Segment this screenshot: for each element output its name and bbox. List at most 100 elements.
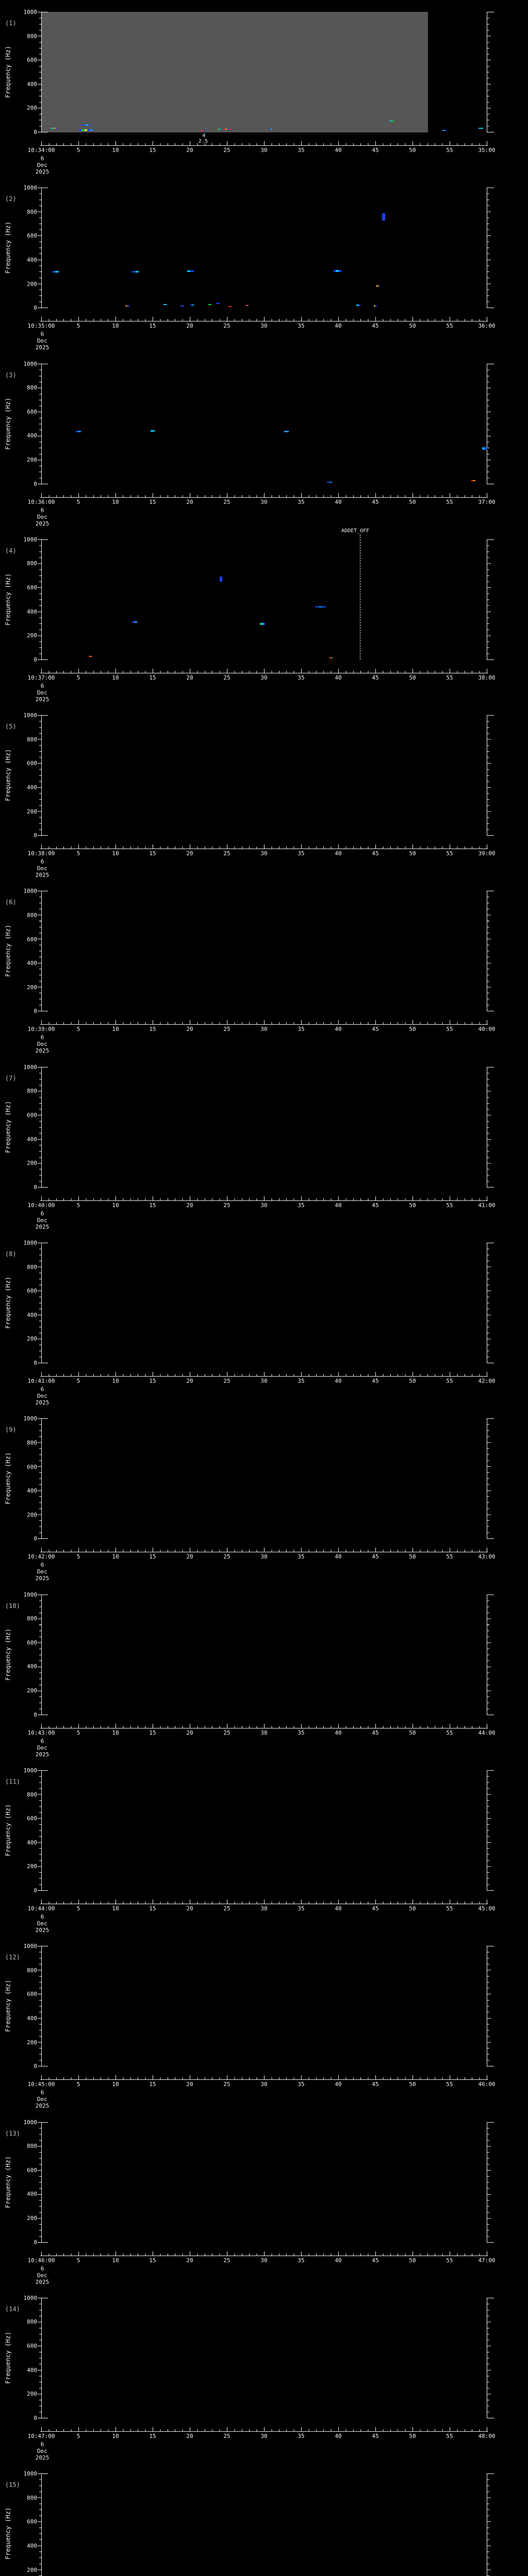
x-tick-label: 40 [335, 2257, 342, 2264]
y-tick-label: 0 [34, 2239, 37, 2246]
x-tick-label: 5 [76, 498, 80, 505]
y-tick-label: 600 [27, 1815, 37, 1822]
frequency-axis-title: Frequency (Hz) [4, 1804, 12, 1857]
frequency-axis-title: Frequency (Hz) [4, 1276, 12, 1329]
x-tick-label: 20 [186, 323, 193, 330]
event-blip-segment [269, 129, 271, 130]
event-blip-segment [375, 285, 377, 287]
y-axis-bottom-cap [41, 835, 48, 836]
panel-number: (11) [5, 1777, 20, 1785]
x-tick-label: 15 [149, 323, 156, 330]
event-blip-segment [319, 606, 322, 608]
event-blip-segment [315, 606, 319, 608]
event-blip-segment [375, 306, 377, 307]
x-tick-label: 45 [372, 1905, 379, 1912]
x-axis [40, 2079, 488, 2080]
x-tick-label: 5 [76, 2432, 80, 2439]
x-tick-label: 35 [298, 1026, 305, 1033]
x-tick-label: 20 [186, 2432, 193, 2439]
y-tick-label: 200 [27, 808, 37, 815]
x-axis-minor-ticks [41, 1550, 487, 1552]
x-tick-label: 15 [149, 1201, 156, 1209]
frequency-axis-title: Frequency (Hz) [4, 573, 12, 625]
end-time-label: 48:00 [478, 2432, 496, 2439]
x-tick-label: 10 [112, 1729, 119, 1736]
y-axis-right-minor-ticks [487, 2297, 489, 2418]
end-time-label: 38:00 [478, 674, 496, 681]
x-axis [40, 145, 488, 146]
spectrogram-panel: (10) Frequency (Hz) 0 200 400 600 800 1000 10:43… [0, 1583, 528, 1758]
event-blip [218, 128, 222, 130]
x-tick-label: 5 [76, 1729, 80, 1736]
y-axis-minor-ticks [39, 363, 41, 484]
x-tick-label: 10 [112, 674, 119, 681]
panel-number: (6) [5, 899, 16, 906]
x-tick-label: 40 [335, 498, 342, 505]
y-tick-label: 400 [27, 1487, 37, 1495]
event-blip [201, 130, 205, 131]
x-tick-label: 35 [298, 1905, 305, 1912]
x-tick-label: 5 [76, 1026, 80, 1033]
y-axis-left [41, 1243, 42, 1364]
event-blip-segment [84, 129, 88, 131]
x-tick-label: 20 [186, 147, 193, 154]
y-tick-label: 600 [27, 2343, 37, 2349]
x-tick-label: 35 [298, 1378, 305, 1385]
y-tick-label: 400 [27, 2015, 37, 2022]
y-axis-bottom-cap [41, 1890, 48, 1891]
x-tick-label: 45 [372, 498, 379, 505]
x-axis-minor-ticks [41, 1198, 487, 1200]
x-tick-label: 50 [409, 498, 416, 505]
x-axis [40, 2431, 488, 2432]
x-tick-label: 5 [76, 850, 80, 857]
spectrogram-panel: (8) Frequency (Hz) 0 200 400 600 800 1000 10:41:… [0, 1231, 528, 1406]
y-tick-label: 1000 [23, 888, 38, 895]
frequency-axis-title: Frequency (Hz) [4, 222, 12, 274]
end-time-label: 35:00 [478, 147, 496, 154]
x-tick-label: 50 [409, 1378, 416, 1385]
event-blip [223, 128, 232, 130]
y-tick-label: 200 [27, 984, 37, 991]
start-time-label: 10:47:00 [27, 2432, 55, 2439]
y-axis-right-top-cap [487, 539, 494, 540]
event-blip-segment [336, 270, 339, 273]
spectrogram-panel: (4) Frequency (Hz) 0 200 400 600 800 1000 ADDET_… [0, 528, 528, 703]
event-blip [89, 656, 92, 657]
x-tick-label: 35 [298, 1729, 305, 1736]
y-axis-left [41, 539, 42, 660]
x-tick-label: 15 [149, 1378, 156, 1385]
event-blip [216, 303, 220, 304]
x-tick-label: 25 [223, 1026, 230, 1033]
y-tick-label: 600 [27, 1463, 37, 1470]
event-blip-segment [225, 128, 228, 130]
event-blip [219, 576, 223, 582]
y-axis-right-bottom-cap [487, 1538, 494, 1539]
y-axis-minor-ticks [39, 2473, 41, 2576]
x-tick-label: 40 [335, 1905, 342, 1912]
panel-number: (5) [5, 723, 16, 731]
date-label: Dec [37, 2272, 47, 2279]
event-blip-segment [284, 430, 289, 432]
x-tick-label: 20 [186, 1026, 193, 1033]
x-tick-label: 35 [298, 323, 305, 330]
x-tick-label: 40 [335, 850, 342, 857]
y-tick-label: 0 [34, 832, 37, 839]
start-time-label: 10:46:00 [27, 2257, 55, 2264]
y-axis-minor-ticks [39, 1243, 41, 1364]
x-tick-label: 20 [186, 1553, 193, 1561]
end-time-label: 45:00 [478, 1905, 496, 1912]
date-label: 2025 [35, 1223, 50, 1230]
x-tick-label: 15 [149, 850, 156, 857]
event-blip [482, 447, 487, 450]
event-blip [315, 606, 326, 608]
event-blip-segment [54, 127, 56, 129]
x-tick-label: 40 [335, 674, 342, 681]
x-tick-label: 50 [409, 1553, 416, 1561]
y-tick-label: 1000 [23, 712, 38, 719]
y-tick-label: 400 [27, 1311, 37, 1318]
y-tick-label: 200 [27, 1863, 37, 1870]
y-axis-right-bottom-cap [487, 659, 494, 660]
date-label: 6 [40, 858, 44, 866]
x-tick-label: 40 [335, 1378, 342, 1385]
x-tick-label: 20 [186, 1729, 193, 1736]
